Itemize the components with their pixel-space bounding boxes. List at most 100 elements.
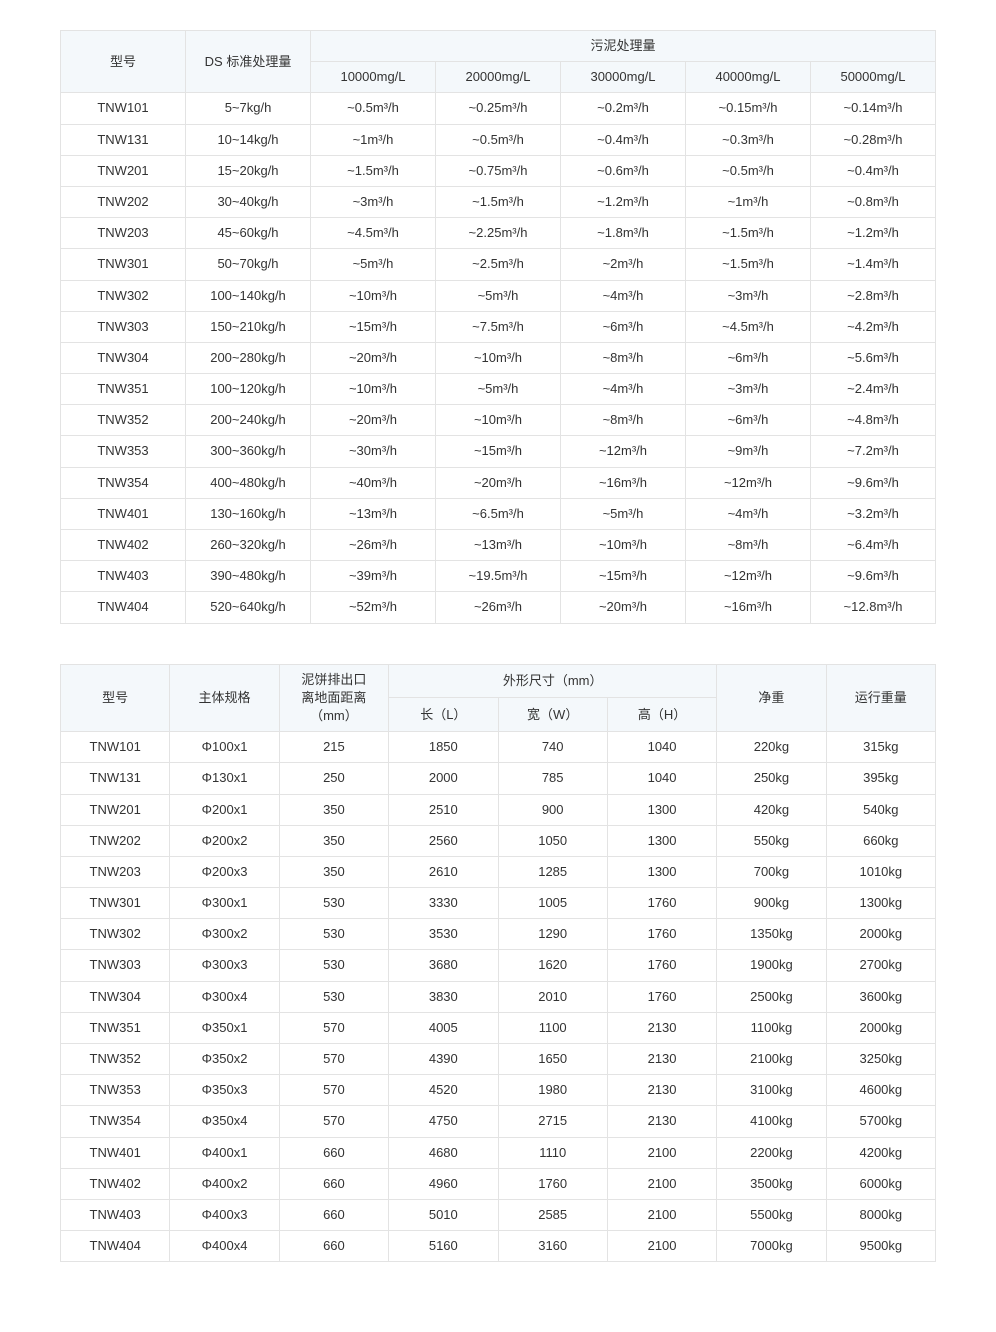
cell-model: TNW203 [61,218,186,249]
t2-header-outlet: 泥饼排出口离地面距离（mm） [279,664,388,732]
cell-value: ~0.5m³/h [311,93,436,124]
cell-width: 1005 [498,888,607,919]
table-row: TNW20345~60kg/h~4.5m³/h~2.25m³/h~1.8m³/h… [61,218,936,249]
cell-height: 1760 [607,888,716,919]
cell-model: TNW101 [61,732,170,763]
cell-width: 2715 [498,1106,607,1137]
cell-value: ~8m³/h [686,530,811,561]
cell-value: ~12m³/h [686,561,811,592]
table-row: TNW203Φ200x3350261012851300700kg1010kg [61,856,936,887]
cell-value: ~0.6m³/h [561,155,686,186]
cell-model: TNW304 [61,342,186,373]
table-row: TNW20230~40kg/h~3m³/h~1.5m³/h~1.2m³/h~1m… [61,186,936,217]
cell-net: 900kg [717,888,826,919]
cell-value: ~6.5m³/h [436,498,561,529]
cell-width: 1980 [498,1075,607,1106]
cell-value: ~8m³/h [561,405,686,436]
cell-value: ~2.5m³/h [436,249,561,280]
cell-net: 220kg [717,732,826,763]
cell-body: Φ300x1 [170,888,279,919]
cell-run: 1010kg [826,856,935,887]
cell-outlet: 350 [279,856,388,887]
table-row: TNW101Φ100x121518507401040220kg315kg [61,732,936,763]
cell-height: 2130 [607,1012,716,1043]
cell-ds: 130~160kg/h [186,498,311,529]
cell-value: ~2.4m³/h [811,374,936,405]
cell-model: TNW301 [61,888,170,919]
table-row: TNW301Φ300x1530333010051760900kg1300kg [61,888,936,919]
cell-width: 3160 [498,1231,607,1262]
cell-ds: 50~70kg/h [186,249,311,280]
cell-model: TNW202 [61,825,170,856]
cell-model: TNW303 [61,950,170,981]
cell-model: TNW302 [61,919,170,950]
t2-header-dimcol-2: 高（H） [607,698,716,732]
cell-ds: 5~7kg/h [186,93,311,124]
cell-run: 2000kg [826,919,935,950]
cell-net: 1350kg [717,919,826,950]
cell-run: 395kg [826,763,935,794]
cell-run: 2000kg [826,1012,935,1043]
cell-body: Φ350x2 [170,1044,279,1075]
cell-outlet: 660 [279,1231,388,1262]
cell-model: TNW131 [61,763,170,794]
cell-value: ~4.8m³/h [811,405,936,436]
cell-value: ~1.5m³/h [436,186,561,217]
cell-length: 2610 [389,856,498,887]
cell-model: TNW201 [61,794,170,825]
cell-net: 420kg [717,794,826,825]
cell-model: TNW403 [61,1199,170,1230]
table-row: TNW304200~280kg/h~20m³/h~10m³/h~8m³/h~6m… [61,342,936,373]
cell-ds: 300~360kg/h [186,436,311,467]
cell-body: Φ400x3 [170,1199,279,1230]
cell-net: 1100kg [717,1012,826,1043]
cell-run: 5700kg [826,1106,935,1137]
cell-body: Φ100x1 [170,732,279,763]
cell-outlet: 660 [279,1137,388,1168]
cell-value: ~8m³/h [561,342,686,373]
table-row: TNW202Φ200x2350256010501300550kg660kg [61,825,936,856]
cell-width: 1110 [498,1137,607,1168]
t2-header-dim: 外形尺寸（mm） [389,664,717,698]
cell-value: ~16m³/h [561,467,686,498]
cell-net: 7000kg [717,1231,826,1262]
sludge-capacity-table: 型号 DS 标准处理量 污泥处理量 10000mg/L20000mg/L3000… [60,30,936,624]
cell-outlet: 530 [279,950,388,981]
table-row: TNW404520~640kg/h~52m³/h~26m³/h~20m³/h~1… [61,592,936,623]
cell-value: ~1.2m³/h [811,218,936,249]
cell-net: 2100kg [717,1044,826,1075]
cell-value: ~13m³/h [436,530,561,561]
t2-header-dimcol-0: 长（L） [389,698,498,732]
cell-value: ~9.6m³/h [811,467,936,498]
table-row: TNW351Φ350x15704005110021301100kg2000kg [61,1012,936,1043]
cell-run: 9500kg [826,1231,935,1262]
cell-value: ~13m³/h [311,498,436,529]
table-row: TNW20115~20kg/h~1.5m³/h~0.75m³/h~0.6m³/h… [61,155,936,186]
cell-width: 785 [498,763,607,794]
table-row: TNW304Φ300x45303830201017602500kg3600kg [61,981,936,1012]
table-row: TNW404Φ400x46605160316021007000kg9500kg [61,1231,936,1262]
cell-value: ~52m³/h [311,592,436,623]
cell-value: ~4m³/h [561,280,686,311]
cell-ds: 45~60kg/h [186,218,311,249]
cell-value: ~0.75m³/h [436,155,561,186]
cell-body: Φ350x1 [170,1012,279,1043]
cell-model: TNW201 [61,155,186,186]
cell-value: ~0.28m³/h [811,124,936,155]
cell-value: ~1.4m³/h [811,249,936,280]
t2-header-body: 主体规格 [170,664,279,732]
cell-height: 2130 [607,1075,716,1106]
cell-length: 4680 [389,1137,498,1168]
table-row: TNW402260~320kg/h~26m³/h~13m³/h~10m³/h~8… [61,530,936,561]
cell-width: 2585 [498,1199,607,1230]
cell-height: 1760 [607,950,716,981]
cell-value: ~10m³/h [436,342,561,373]
cell-model: TNW401 [61,498,186,529]
cell-width: 1285 [498,856,607,887]
cell-value: ~5.6m³/h [811,342,936,373]
cell-value: ~10m³/h [436,405,561,436]
cell-length: 3330 [389,888,498,919]
t2-header-dimcol-1: 宽（W） [498,698,607,732]
table-row: TNW303Φ300x35303680162017601900kg2700kg [61,950,936,981]
cell-model: TNW202 [61,186,186,217]
